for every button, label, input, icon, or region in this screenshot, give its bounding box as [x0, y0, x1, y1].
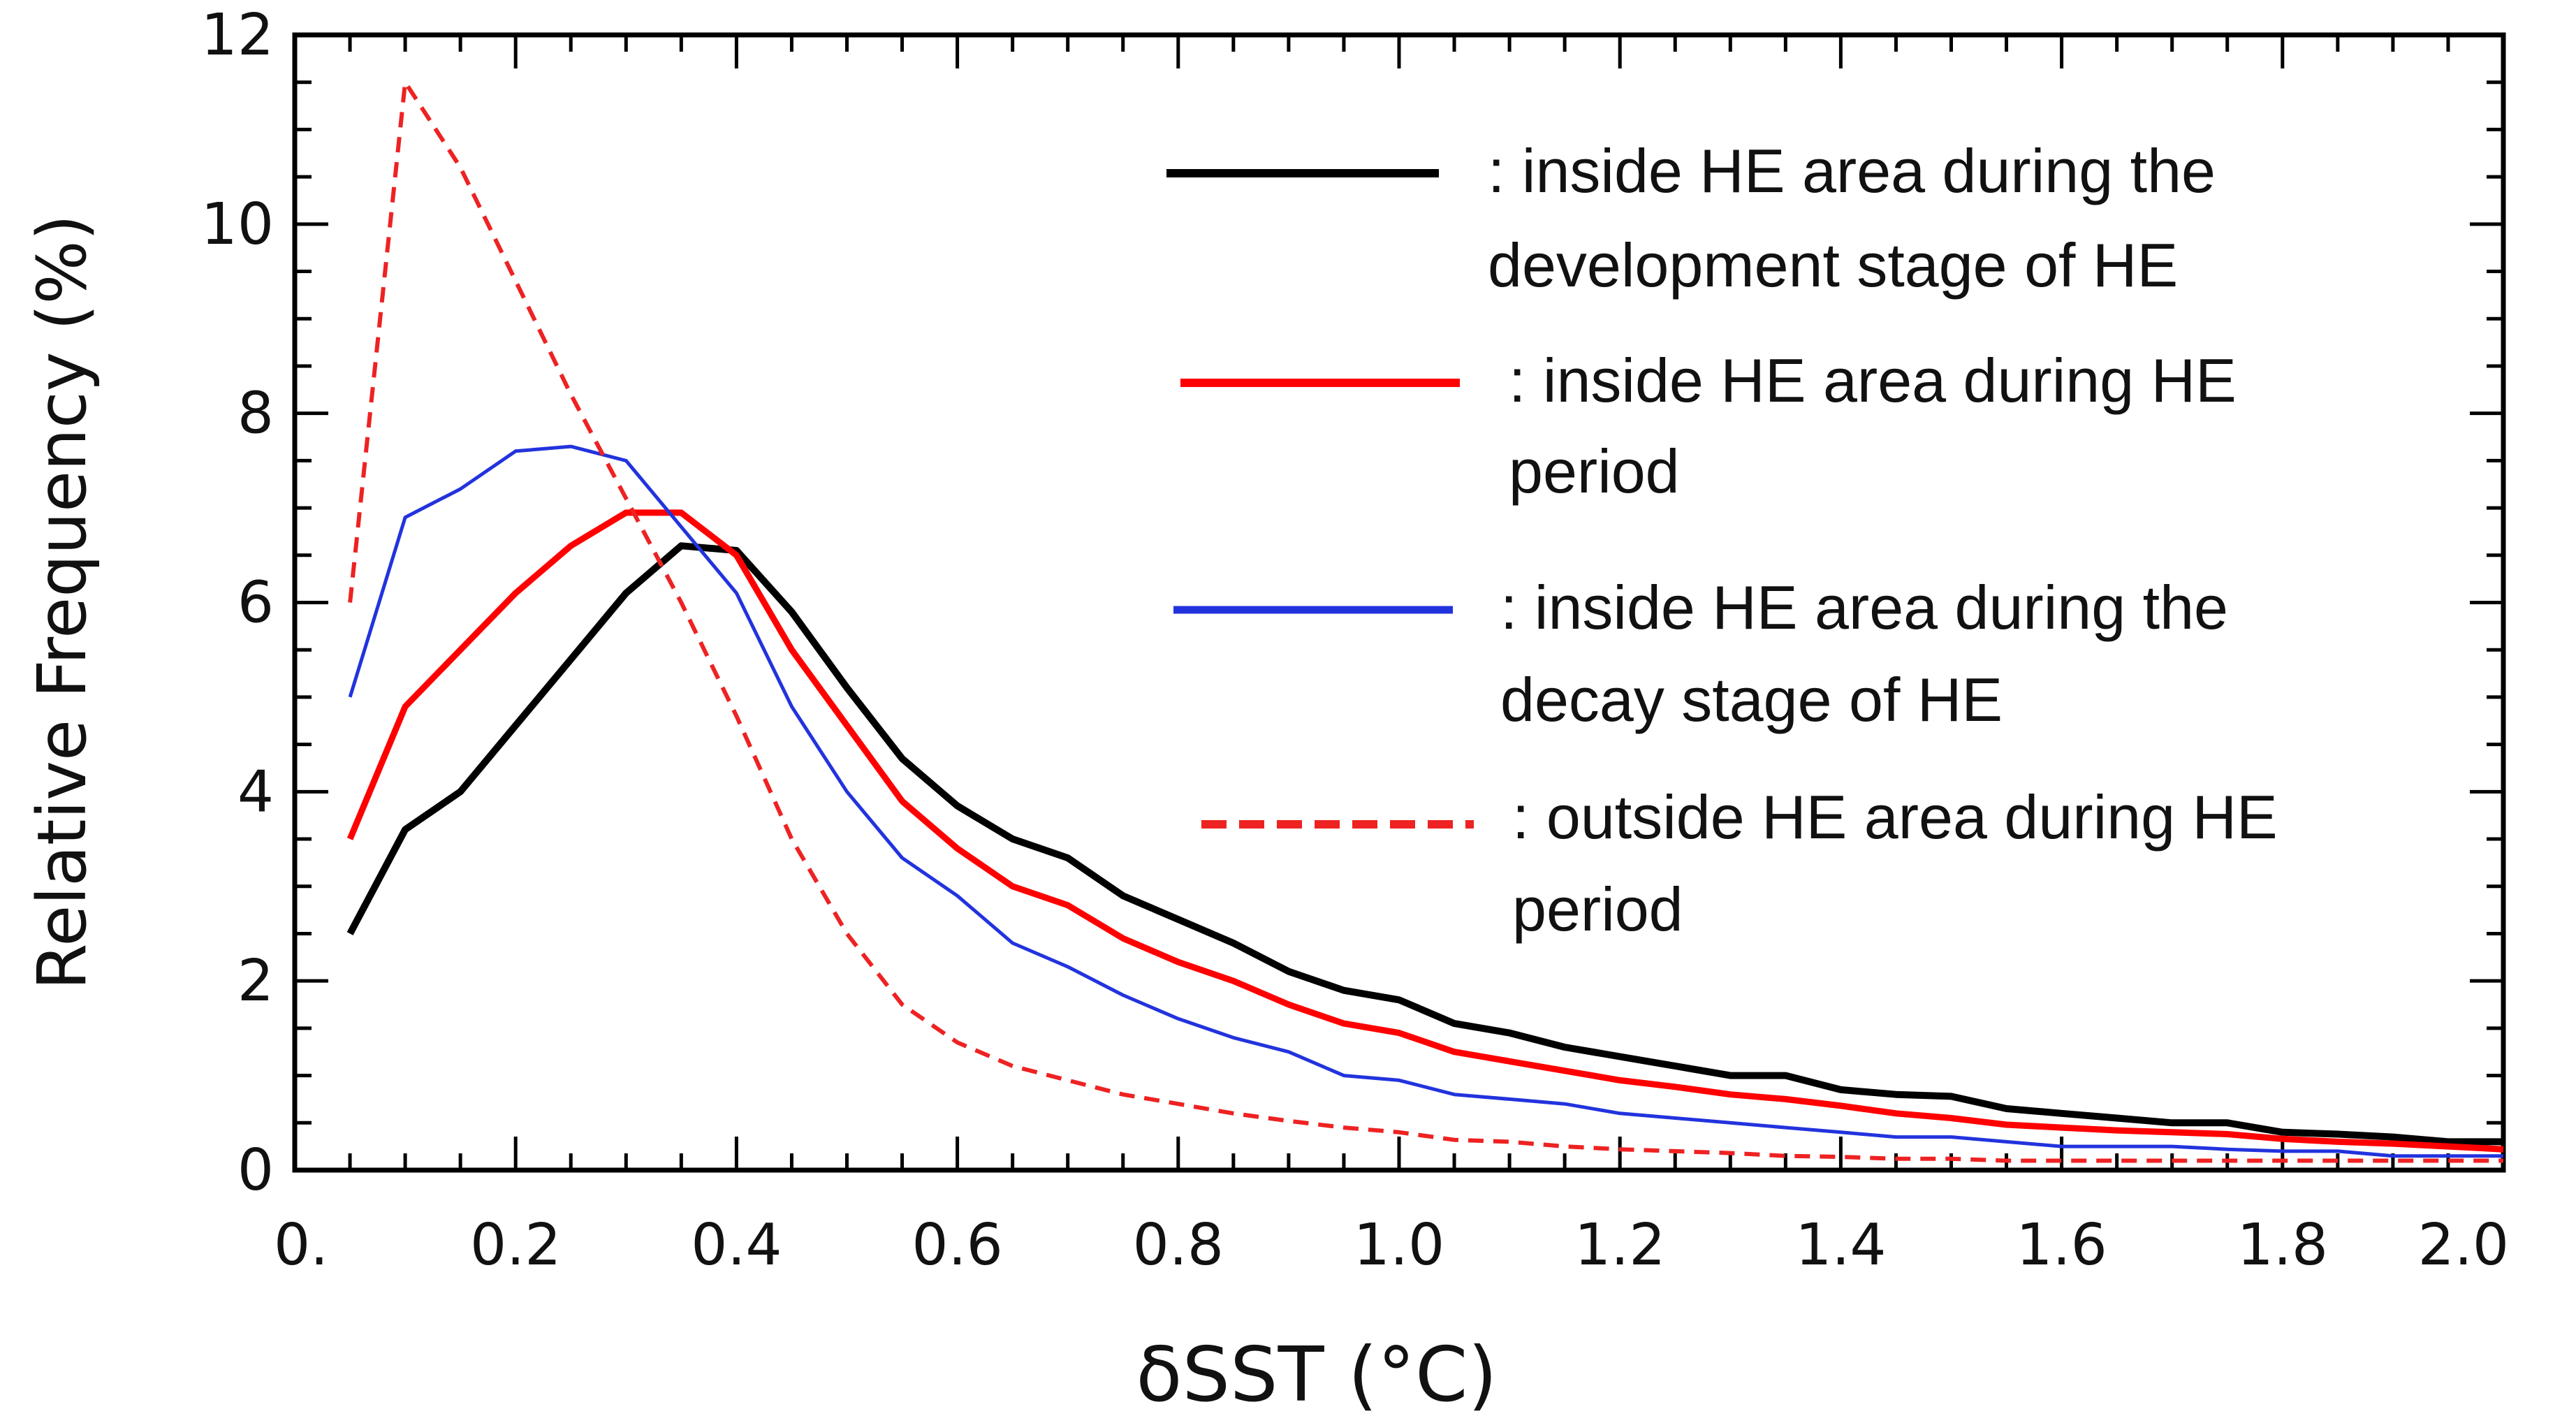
x-tick-label: 0.6: [912, 1212, 1002, 1278]
series-lines: [346, 80, 2504, 1163]
legend-label-inside-he-period: period: [1509, 437, 1680, 506]
y-tick-label: 8: [237, 381, 274, 447]
y-tick-label: 2: [237, 948, 274, 1014]
legend-label-outside-he-period: period: [1512, 875, 1683, 944]
legend-label-inside-decay: : inside HE area during the: [1500, 573, 2228, 642]
series-line-inside-he-period: [346, 509, 2504, 1153]
series-line-inside-development: [346, 542, 2503, 1146]
y-tick-label: 6: [237, 570, 274, 636]
x-tick-label: 1.8: [2237, 1212, 2328, 1278]
x-tick-label: 1.2: [1574, 1212, 1665, 1278]
x-tick-label: 2.0: [2418, 1212, 2509, 1278]
legend-label-inside-development: : inside HE area during the: [1488, 136, 2216, 205]
x-tick-label: 1.0: [1354, 1212, 1444, 1278]
x-axis-title: δSST (°C): [1136, 1331, 1497, 1419]
y-tick-labels: 0 2 4 6 8 10 12: [201, 2, 274, 1204]
legend: : inside HE area during the development s…: [1166, 136, 2278, 944]
x-tick-label: 0.2: [470, 1212, 561, 1278]
series-line-inside-decay: [348, 444, 2503, 1158]
x-tick-labels: 0. 0.2 0.4 0.6 0.8 1.0 1.2 1.4 1.6 1.8 2.0: [274, 1212, 2509, 1278]
y-tick-label: 12: [201, 2, 274, 68]
y-axis-title: Relative Frequency (%): [23, 214, 101, 990]
y-tick-label: 4: [237, 759, 274, 825]
legend-label-inside-he-period: : inside HE area during HE: [1509, 346, 2237, 415]
x-tick-label: 1.4: [1795, 1212, 1886, 1278]
legend-label-outside-he-period: : outside HE area during HE: [1512, 782, 2278, 852]
y-tick-label: 0: [237, 1137, 274, 1204]
x-tick-label: 1.6: [2016, 1212, 2107, 1278]
y-tick-label: 10: [201, 191, 274, 258]
series-line-outside-he-period: [348, 80, 2503, 1163]
axis-ticks: [293, 33, 2505, 1172]
legend-label-inside-decay: decay stage of HE: [1500, 665, 2003, 734]
x-tick-label: 0.: [274, 1212, 328, 1278]
x-tick-label: 0.4: [691, 1212, 782, 1278]
legend-label-inside-development: development stage of HE: [1488, 231, 2178, 300]
x-tick-label: 0.8: [1133, 1212, 1224, 1278]
